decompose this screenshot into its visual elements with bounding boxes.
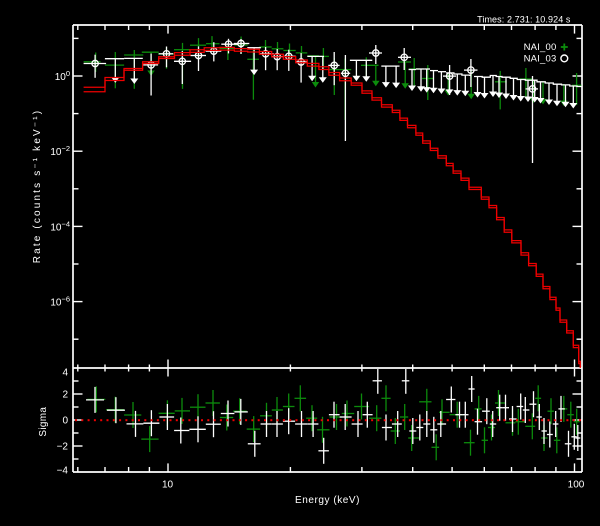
- svg-text:10: 10: [162, 480, 174, 491]
- svg-text:0: 0: [62, 416, 68, 427]
- svg-text:Energy (keV): Energy (keV): [295, 495, 360, 506]
- svg-text:−4: −4: [57, 466, 69, 477]
- svg-text:Sigma: Sigma: [38, 407, 49, 437]
- svg-text:NAI_03: NAI_03: [524, 54, 557, 65]
- svg-text:100: 100: [568, 480, 585, 491]
- svg-text:Times: 2.731: 10.924 s: Times: 2.731: 10.924 s: [477, 15, 571, 25]
- svg-text:4: 4: [62, 368, 68, 379]
- svg-text:Rate (counts s⁻¹ keV⁻¹): Rate (counts s⁻¹ keV⁻¹): [32, 109, 43, 263]
- svg-text:NAI_00: NAI_00: [524, 42, 557, 53]
- svg-text:2: 2: [62, 390, 68, 401]
- svg-text:−2: −2: [57, 442, 69, 453]
